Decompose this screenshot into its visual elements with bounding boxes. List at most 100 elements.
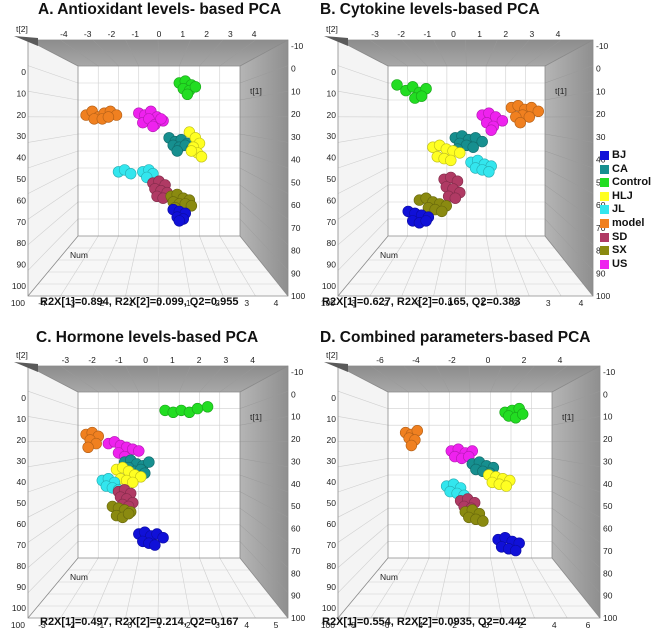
bottom-tick-label: 4: [274, 298, 279, 308]
bottom-tick-label: 2: [518, 620, 523, 628]
legend-item-sd: SD: [600, 230, 657, 246]
legend-item-sx: SX: [600, 244, 657, 259]
panel-b-title: B. Cytokine levels-based PCA: [320, 1, 540, 18]
point-model: [82, 441, 94, 454]
bottom-corner-label: 100: [11, 298, 25, 308]
legend-item-ca: CA: [600, 163, 657, 178]
right-tick-label: 0: [291, 389, 296, 399]
left-tick-label: 70: [327, 540, 337, 550]
left-wall: [338, 366, 388, 618]
bottom-tick-label: 4: [579, 298, 584, 308]
legend-item-control: Control: [600, 176, 657, 191]
left-tick-label: 60: [17, 519, 27, 529]
panel-c-stats: R2X[1]=0.497, R2X[2]=0.214, Q2=0.167: [40, 616, 239, 628]
top-tick-label: 4: [250, 355, 255, 365]
panel-a-title: A. Antioxidant levels- based PCA: [38, 1, 282, 18]
point-us: [485, 124, 497, 136]
right-tick-label: 0: [603, 389, 608, 399]
right-tick-label: 50: [291, 177, 301, 187]
legend-label: HLJ: [612, 189, 633, 202]
left-tick-label: 70: [17, 540, 27, 550]
data-points: [80, 75, 208, 227]
point-jl: [124, 168, 137, 180]
legend-item-model: model: [600, 216, 657, 232]
top-tick-label: 2: [503, 29, 508, 39]
left-tick-label: 100: [322, 281, 336, 291]
data-points: [391, 79, 545, 229]
axis-cone-icon: [14, 362, 38, 372]
floor: [28, 558, 288, 618]
point-control: [181, 88, 194, 101]
floor: [28, 236, 288, 296]
right-tick-label: 10: [596, 86, 606, 96]
right-tick-label: 80: [603, 568, 613, 578]
point-model: [102, 111, 115, 123]
right-tick-label: 90: [596, 268, 606, 278]
left-tick-label: 90: [17, 582, 27, 592]
left-tick-label: 50: [327, 498, 337, 508]
bottom-tick-label: -2: [97, 298, 105, 308]
point-ca: [467, 141, 479, 153]
right-tick-label: -10: [603, 367, 616, 377]
top-tick-label: 2: [197, 355, 202, 365]
axis-cone-icon: [14, 36, 38, 46]
axis-label-t2: t[2]: [16, 24, 28, 34]
point-control: [189, 81, 202, 93]
right-tick-label: 0: [596, 64, 601, 74]
point-sx: [122, 508, 135, 520]
box-edges: [337, 365, 601, 619]
left-tick-label: 60: [327, 519, 337, 529]
left-tick-label: 70: [327, 217, 337, 227]
top-tick-label: -1: [424, 29, 432, 39]
panel-b-stats: R2X[1]=0.627, R2X[2]=0.165, Q2=0.383: [322, 296, 521, 308]
legend-label: Control: [612, 176, 652, 189]
left-tick-label: 90: [327, 260, 337, 270]
right-tick-label: 40: [291, 479, 301, 489]
axis-label-t1: t[1]: [555, 86, 567, 96]
top-tick-label: 1: [170, 355, 175, 365]
point-control: [415, 90, 428, 102]
point-control: [191, 402, 204, 415]
top-tick-label: 1: [180, 29, 185, 39]
legend: BJ CA Control HLJ JL model SD SX US: [600, 149, 657, 273]
top-tick-label: 2: [522, 355, 527, 365]
top-tick-label: -3: [62, 355, 70, 365]
point-bj: [157, 532, 169, 544]
left-tick-label: 80: [17, 561, 27, 571]
top-tick-label: 0: [157, 29, 162, 39]
panel-d: D. Combined parameters-based PCA -6 -4 -2 0…: [320, 320, 657, 628]
legend-swatch: [600, 151, 609, 160]
left-tick-label: 40: [17, 477, 27, 487]
bottom-tick-label: -2: [67, 620, 75, 628]
top-tick-label: 4: [556, 29, 561, 39]
panel-a: A. Antioxidant levels- based PCA -4 -3 -2 -…: [0, 0, 320, 314]
point-hlj: [195, 150, 208, 163]
right-tick-label: 100: [596, 291, 610, 301]
legend-item-hlj: HLJ: [600, 189, 657, 205]
axis-label-t2: t[2]: [326, 350, 338, 360]
left-tick-label: 0: [331, 67, 336, 77]
wall-grid: [60, 39, 289, 271]
left-tick-label: 20: [17, 110, 27, 120]
left-wall: [28, 366, 78, 618]
left-tick-label: 40: [327, 477, 337, 487]
point-bj: [149, 539, 161, 551]
legend-label: model: [612, 216, 645, 229]
left-tick-label: 90: [327, 582, 337, 592]
panel-b: B. Cytokine levels-based PCA -3 -2 -1 0 1 2 3 4…: [320, 0, 610, 314]
point-us: [133, 445, 145, 457]
panel-a-stats: R2X[1]=0.894, R2X[2]=0.099, Q2=0.955: [40, 296, 239, 308]
panel-d-plot: -6 -4 -2 0 2 4-8 -6 -4 -2 0 2 4 61000102030405060708…: [321, 350, 618, 628]
bottom-tick-label: -4: [416, 620, 424, 628]
bottom-tick-label: 6: [586, 620, 591, 628]
right-tick-label: 20: [291, 109, 301, 119]
point-bj: [173, 215, 186, 227]
point-control: [517, 408, 529, 420]
left-tick-label: 0: [331, 393, 336, 403]
point-sx: [185, 200, 198, 212]
legend-item-us: US: [600, 258, 657, 273]
left-tick-label: 0: [21, 67, 26, 77]
axis-label-t2: t[2]: [16, 350, 28, 360]
legend-label: SD: [612, 230, 628, 243]
left-tick-label: 100: [322, 603, 336, 613]
